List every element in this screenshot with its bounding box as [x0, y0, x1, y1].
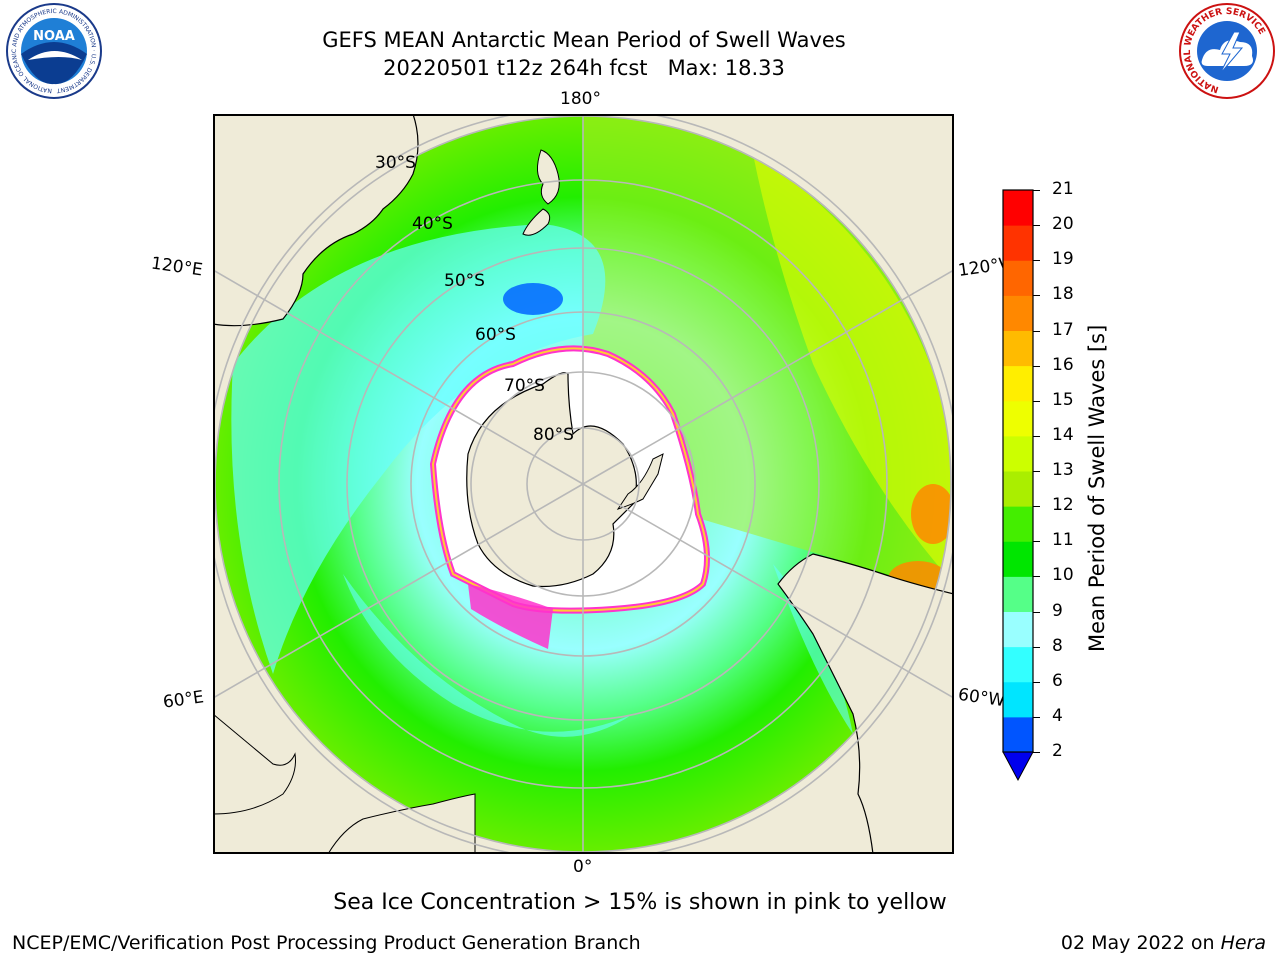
colorbar-tick-mark	[1033, 646, 1040, 648]
colorbar-cell	[1003, 225, 1033, 261]
lon-label-120e: 120°E	[149, 253, 204, 281]
cyan-swell-band	[231, 224, 606, 674]
colorbar-cell	[1003, 716, 1033, 753]
colorbar-tick-mark	[1033, 611, 1040, 613]
lat-label-60s: 60°S	[475, 325, 516, 345]
colorbar-tick-label: 16	[1052, 354, 1074, 375]
cyan-swell-band-3	[773, 564, 853, 734]
colorbar-tick-mark	[1033, 471, 1040, 472]
colorbar-tick-label: 11	[1052, 530, 1074, 551]
colorbar-cell	[1003, 541, 1033, 577]
colorbar-tick-label: 4	[1052, 705, 1063, 726]
colorbar-tick-label: 20	[1052, 214, 1074, 235]
colorbar-tick-label: 8	[1052, 635, 1063, 656]
colorbar-cell	[1003, 295, 1033, 331]
colorbar-tick-label: 17	[1052, 319, 1074, 340]
colorbar-tick-mark	[1033, 752, 1040, 753]
colorbar-cell	[1003, 435, 1033, 472]
lon-label-180: 180°	[560, 89, 601, 109]
colorbar-tick-label: 12	[1052, 495, 1074, 516]
colorbar-tick-mark	[1033, 260, 1040, 262]
yellow-swell-band	[753, 154, 951, 584]
colorbar-cell	[1003, 190, 1033, 226]
colorbar-cell	[1003, 576, 1033, 612]
colorbar-cell	[1003, 611, 1033, 648]
svg-text:NOAA: NOAA	[33, 29, 75, 44]
lat-label-50s: 50°S	[444, 271, 485, 291]
lon-label-0: 0°	[573, 857, 593, 877]
new-zealand-north	[537, 149, 560, 205]
colorbar-tick-label: 13	[1052, 460, 1074, 480]
short-period-patch	[503, 283, 563, 315]
colorbar-cell	[1003, 681, 1033, 718]
noaa-logo: NATIONAL OCEANIC AND ATMOSPHERIC ADMINIS…	[2, 2, 102, 99]
max-swell-area	[911, 484, 951, 544]
colorbar-tick-mark	[1033, 435, 1040, 437]
colorbar-cell	[1003, 365, 1033, 402]
madagascar-land	[213, 713, 296, 815]
national-weather-service-logo: NATIONAL WEATHER SERVICE	[1179, 3, 1275, 99]
colorbar-tick-mark	[1033, 365, 1040, 367]
lon-label-60w: 60°W	[956, 684, 1007, 712]
footer-host: Hera	[1220, 932, 1266, 954]
colorbar-tick-label: 2	[1052, 741, 1063, 761]
lat-label-80s: 80°S	[533, 425, 574, 445]
colorbar-tick-mark	[1033, 681, 1040, 683]
ice-note: Sea Ice Concentration > 15% is shown in …	[333, 890, 947, 915]
colorbar-tick-label: 19	[1052, 249, 1074, 270]
lat-label-30s: 30°S	[375, 153, 416, 173]
colorbar-tick-label: 6	[1052, 670, 1063, 691]
colorbar-cell	[1003, 400, 1033, 437]
longitude-lines	[213, 114, 954, 854]
colorbar-cell	[1003, 471, 1033, 507]
lon-label-60e: 60°E	[161, 687, 206, 713]
antarctic-swell-period-map: 30°S 40°S 50°S 60°S 70°S 80°S	[213, 114, 954, 854]
chart-subtitle: 20220501 t12z 264h fcst Max: 18.33	[383, 56, 785, 80]
lat-label-70s: 70°S	[504, 376, 545, 396]
south-america-land	[777, 553, 954, 854]
colorbar-tick-label: 14	[1052, 424, 1074, 445]
colorbar-tick-label: 18	[1052, 284, 1074, 305]
colorbar-tick-mark	[1033, 400, 1040, 402]
antarctic-peninsula	[616, 453, 664, 510]
footer-left: NCEP/EMC/Verification Post Processing Pr…	[12, 932, 641, 954]
colorbar-cell	[1003, 506, 1033, 542]
colorbar-tick-mark	[1033, 716, 1040, 718]
colorbar-cell	[1003, 260, 1033, 296]
colorbar-tick-label: 15	[1052, 389, 1074, 410]
chart-title: GEFS MEAN Antarctic Mean Period of Swell…	[322, 28, 846, 52]
map-frame	[213, 114, 954, 854]
colorbar-tick-mark	[1033, 541, 1040, 543]
colorbar-tick-label: 21	[1052, 179, 1074, 199]
colorbar-cell	[1003, 646, 1033, 683]
colorbar-tick-mark	[1033, 506, 1040, 508]
colorbar-extend-arrow	[1002, 751, 1034, 782]
footer-right: 02 May 2022 on Hera	[1061, 932, 1266, 954]
ice-concentration-patch	[468, 584, 553, 649]
cyan-swell-band-2	[343, 574, 633, 737]
lat-label-40s: 40°S	[412, 214, 453, 234]
footer-date: 02 May 2022 on	[1060, 932, 1221, 954]
colorbar	[1002, 189, 1034, 782]
colorbar-tick-label: 9	[1052, 600, 1063, 621]
new-zealand-south	[522, 208, 551, 236]
colorbar-tick-mark	[1033, 295, 1040, 297]
colorbar-tick-mark	[1033, 330, 1040, 332]
colorbar-tick-mark	[1033, 576, 1040, 578]
colorbar-label: Mean Period of Swell Waves [s]	[1085, 324, 1109, 652]
colorbar-cell	[1003, 330, 1033, 367]
colorbar-tick-mark	[1033, 190, 1040, 191]
colorbar-tick-mark	[1033, 225, 1040, 227]
colorbar-tick-label: 10	[1052, 565, 1074, 586]
